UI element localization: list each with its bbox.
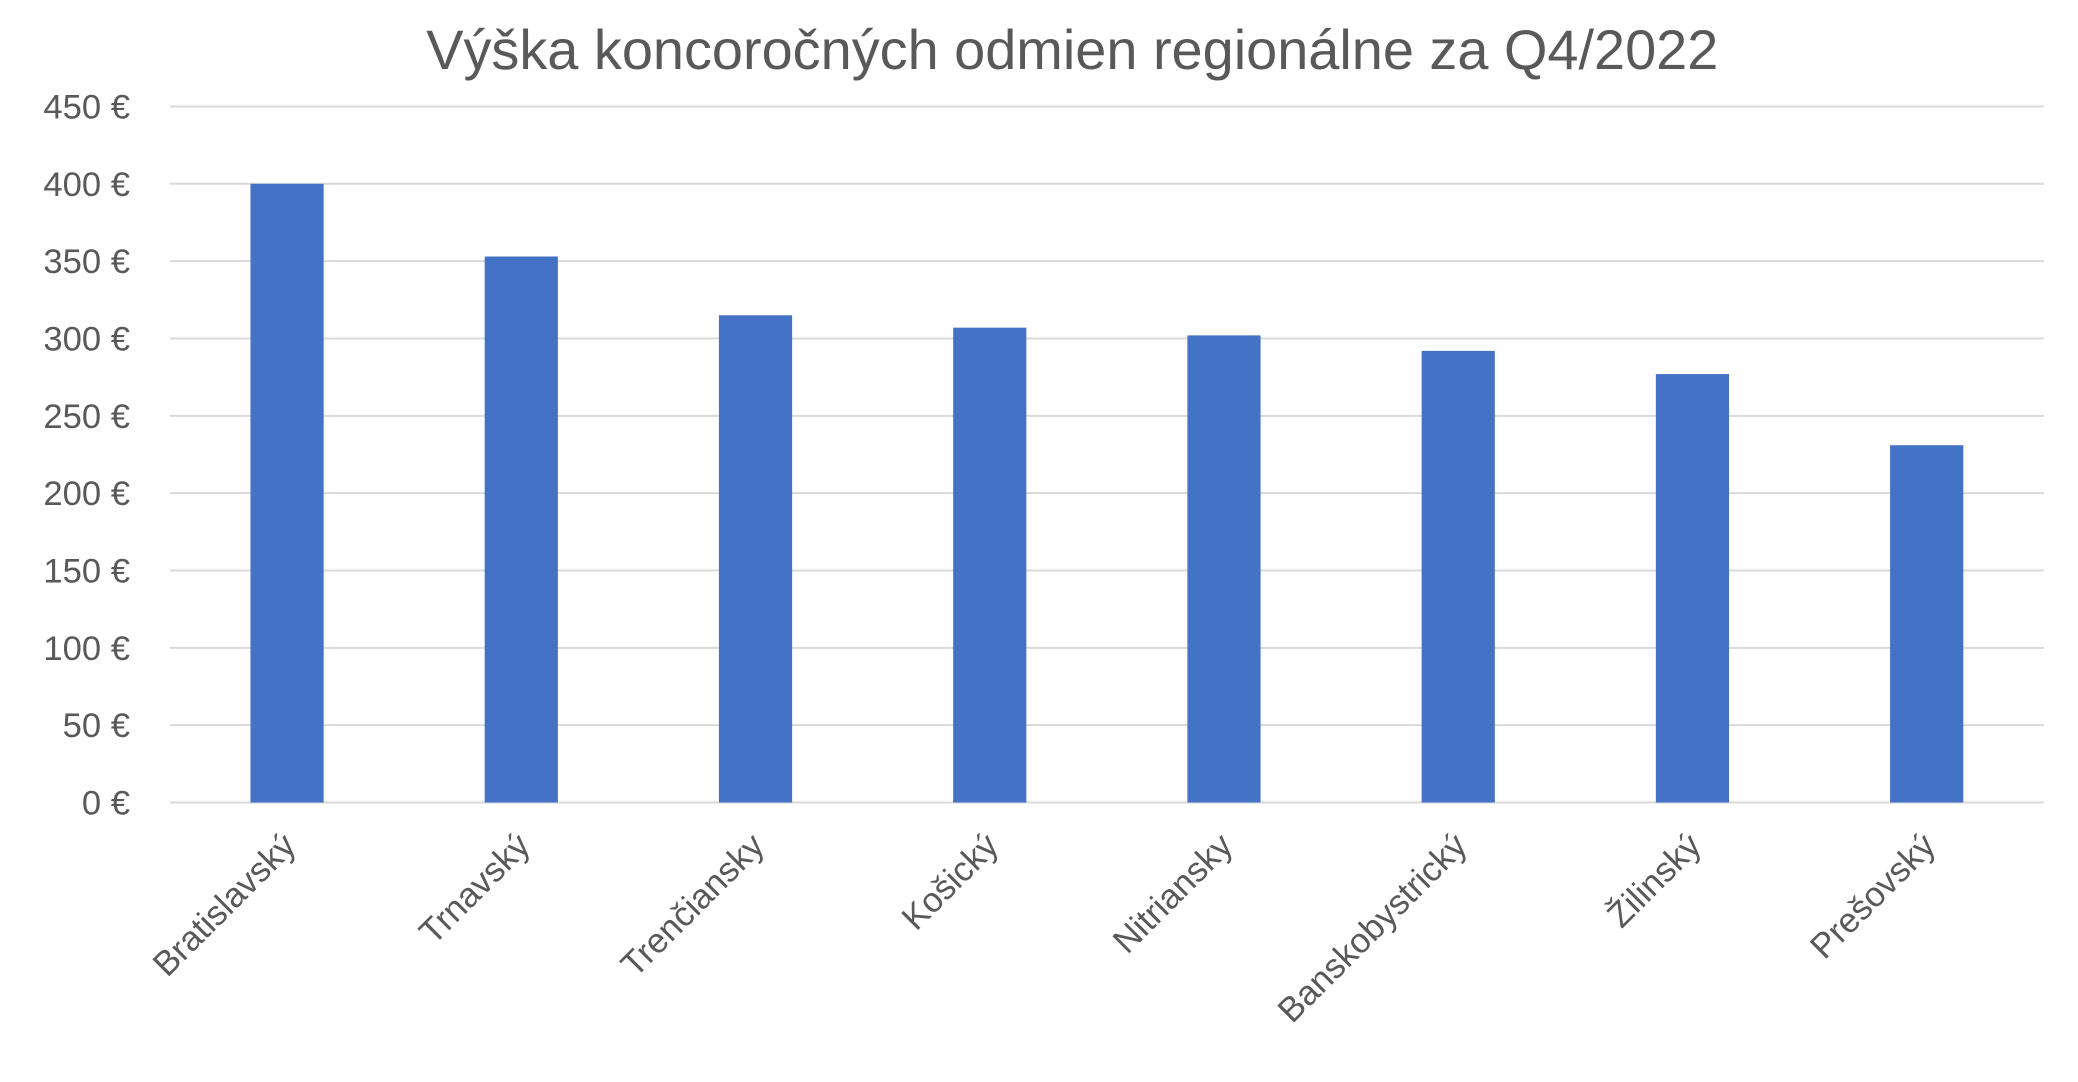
x-tick-label: Nitriansky (1106, 826, 1241, 961)
bar-7 (1655, 374, 1730, 803)
y-tick-label: 100 € (43, 630, 130, 668)
bar-6 (1421, 350, 1495, 803)
bar-8 (1890, 445, 1964, 803)
bars (250, 183, 1964, 803)
y-tick-label: 400 € (43, 166, 130, 204)
y-tick-label: 350 € (43, 243, 130, 281)
x-tick-label: Trnavský (412, 826, 538, 952)
x-tick-label: Trenčiansky (614, 826, 772, 984)
y-tick-label: 0 € (82, 784, 130, 822)
y-tick-label: 150 € (43, 552, 130, 590)
bar-4 (953, 327, 1027, 803)
x-tick-label: Banskobystrický (1271, 826, 1475, 1030)
bar-2 (484, 256, 558, 803)
x-tick-label: Žilinský (1600, 825, 1710, 935)
x-tick-label: Prešovský (1803, 826, 1943, 966)
y-tick-label: 450 € (43, 88, 130, 126)
x-tick-label: Bratislavský (146, 826, 304, 984)
y-axis-ticks: 0 € 50 € 100 € 150 € 200 € 250 € 300 € 350 € 400… (43, 88, 130, 822)
bar-1 (250, 183, 324, 803)
y-tick-label: 250 € (43, 398, 130, 436)
gridlines (169, 105, 2044, 804)
x-tick-label: Košický (895, 826, 1007, 938)
bar-5 (1187, 335, 1261, 803)
y-tick-label: 200 € (43, 475, 130, 513)
y-tick-label: 50 € (63, 707, 130, 745)
chart-title: Výška koncoročných odmien regionálne za … (426, 18, 1718, 81)
y-tick-label: 300 € (43, 320, 130, 358)
bar-3 (718, 315, 793, 803)
x-axis-ticks: Bratislavský Trnavský Trenčiansky Košický Ni… (146, 825, 1943, 1030)
